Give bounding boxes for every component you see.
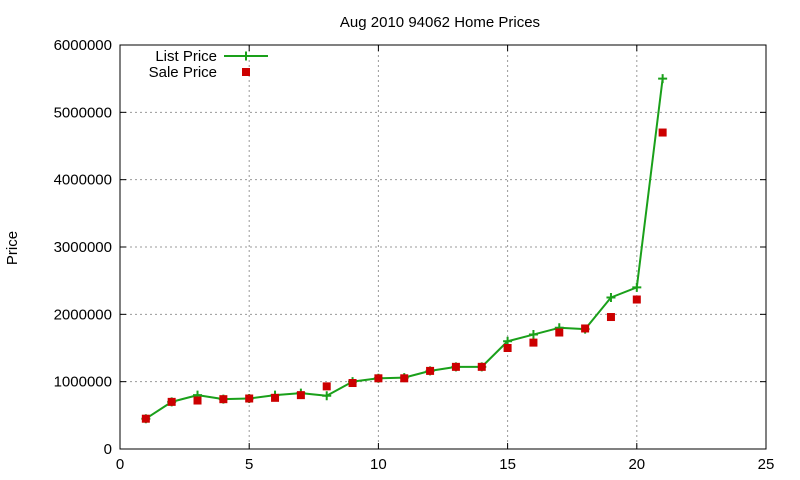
y-tick-label: 0 — [104, 441, 112, 458]
x-tick-label: 0 — [116, 456, 124, 473]
x-tick-label: 15 — [499, 456, 516, 473]
series-sale-price — [141, 128, 667, 423]
data-point — [219, 395, 228, 404]
data-point — [477, 362, 486, 371]
y-tick-label: 4000000 — [54, 172, 112, 189]
x-tick-label: 5 — [245, 456, 253, 473]
data-point — [426, 366, 435, 375]
y-tick-label: 2000000 — [54, 306, 112, 323]
y-tick-label: 5000000 — [54, 104, 112, 121]
data-point — [528, 330, 538, 340]
data-point — [374, 374, 383, 383]
data-point — [193, 396, 202, 405]
x-tick-label: 20 — [628, 456, 645, 473]
y-tick-label: 3000000 — [54, 239, 112, 256]
data-point — [581, 324, 590, 333]
data-point — [296, 391, 305, 400]
axis-ticks: 0 5 10 15 20 25 0 1000000 2000000 3000000 4000000 5… — [54, 37, 775, 473]
data-point — [632, 295, 641, 304]
data-point — [245, 394, 254, 403]
y-tick-label: 1000000 — [54, 374, 112, 391]
data-point — [658, 74, 668, 84]
legend-swatch-marker — [241, 51, 251, 61]
data-point — [503, 344, 512, 352]
data-point — [400, 374, 409, 383]
grid — [120, 45, 766, 449]
series-layer — [141, 74, 668, 424]
y-axis-label: Price — [4, 231, 21, 265]
y-tick-label: 6000000 — [54, 37, 112, 54]
data-point — [322, 382, 331, 391]
data-point — [451, 362, 460, 371]
data-point — [606, 313, 615, 322]
data-point — [322, 391, 332, 401]
data-point — [555, 328, 564, 337]
legend-label: Sale Price — [149, 64, 217, 81]
data-point — [529, 338, 538, 347]
x-tick-label: 25 — [758, 456, 775, 473]
data-point — [606, 293, 616, 302]
series-line — [145, 78, 664, 420]
series-list-price — [141, 74, 668, 424]
x-tick-label: 10 — [370, 456, 387, 473]
legend-label: List Price — [155, 48, 217, 65]
data-point — [141, 414, 150, 423]
data-point — [658, 128, 667, 137]
data-point — [271, 393, 280, 402]
data-point — [632, 282, 642, 292]
data-point — [348, 379, 357, 388]
legend-swatch-marker — [242, 68, 250, 76]
chart-title: Aug 2010 94062 Home Prices — [340, 14, 540, 31]
data-point — [167, 397, 176, 406]
